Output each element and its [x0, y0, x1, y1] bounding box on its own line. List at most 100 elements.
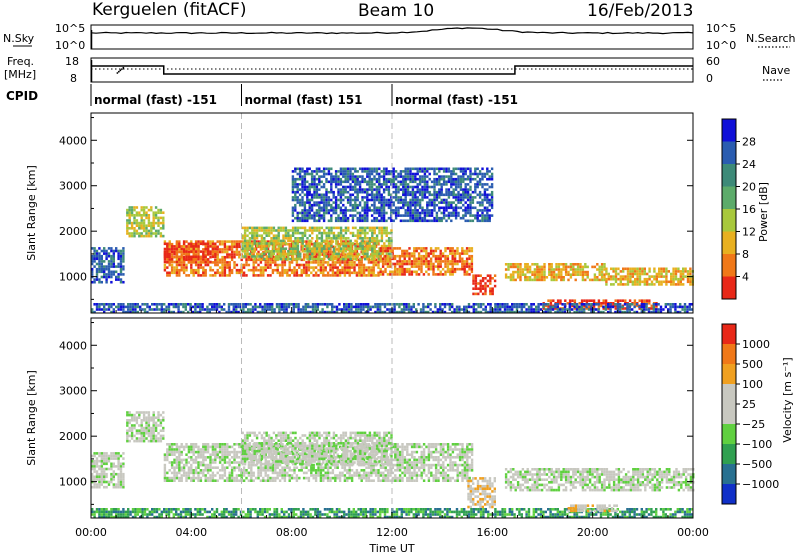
heatmap-cell	[326, 255, 330, 259]
heatmap-cell	[140, 219, 143, 222]
heatmap-cell	[402, 177, 405, 181]
heatmap-cell	[378, 239, 381, 243]
heatmap-cell	[312, 274, 315, 277]
heatmap-cell	[691, 308, 694, 311]
heatmap-cell	[339, 257, 343, 261]
heatmap-cell	[624, 275, 627, 278]
heatmap-cell	[353, 253, 356, 256]
heatmap-cell	[180, 268, 183, 272]
heatmap-cell	[532, 308, 535, 311]
heatmap-cell	[682, 283, 685, 286]
heatmap-cell	[199, 250, 203, 253]
heatmap-cell	[330, 214, 333, 217]
heatmap-cell	[192, 247, 195, 251]
heatmap-cell	[421, 219, 424, 223]
heatmap-cell	[243, 244, 247, 248]
heatmap-cell	[464, 209, 467, 212]
heatmap-cell	[465, 247, 469, 250]
heatmap-cell	[366, 244, 369, 248]
heatmap-cell	[378, 177, 381, 181]
heatmap-cell	[619, 305, 622, 309]
heatmap-cell	[334, 196, 338, 199]
heatmap-cell	[535, 305, 538, 309]
heatmap-cell	[332, 252, 336, 256]
heatmap-cell	[218, 242, 222, 246]
heatmap-cell	[154, 214, 158, 217]
heatmap-cell	[351, 219, 355, 223]
heatmap-cell	[263, 237, 266, 240]
heatmap-cell	[573, 310, 576, 314]
heatmap-cell	[346, 177, 350, 181]
heatmap-cell	[655, 308, 658, 311]
heatmap-cell	[509, 278, 513, 282]
heatmap-cell	[302, 305, 305, 309]
heatmap-cell	[332, 255, 336, 258]
heatmap-cell	[150, 234, 153, 238]
heatmap-cell	[464, 196, 467, 199]
heatmap-cell	[223, 266, 227, 269]
heatmap-cell	[396, 254, 399, 258]
heatmap-cell	[128, 227, 131, 230]
heatmap-cell	[306, 170, 309, 173]
heatmap-cell	[272, 244, 276, 248]
heatmap-cell	[581, 273, 585, 276]
heatmap-cell	[300, 274, 303, 277]
heatmap-cell	[466, 193, 470, 197]
heatmap-cell	[463, 270, 466, 274]
heatmap-cell	[423, 180, 427, 184]
colorbar-tick-label: 8	[742, 248, 749, 261]
heatmap-cell	[471, 206, 475, 210]
heatmap-cell	[658, 275, 661, 278]
heatmap-cell	[474, 284, 478, 288]
heatmap-cell	[354, 239, 357, 243]
heatmap-cell	[491, 290, 494, 293]
heatmap-cell	[226, 248, 229, 251]
heatmap-cell	[366, 209, 369, 212]
heatmap-cell	[488, 201, 491, 204]
heatmap-cell	[674, 267, 678, 271]
heatmap-cell	[414, 216, 417, 220]
heatmap-cell	[152, 227, 155, 230]
heatmap-cell	[404, 185, 407, 189]
heatmap-cell	[351, 226, 355, 230]
heatmap-cell	[209, 260, 212, 264]
heatmap-cell	[459, 193, 463, 197]
heatmap-cell	[159, 232, 163, 235]
heatmap-cell	[270, 255, 273, 258]
heatmap-cell	[367, 308, 370, 311]
heatmap-cell	[655, 272, 658, 276]
heatmap-cell	[285, 303, 288, 306]
heatmap-cell	[122, 257, 125, 261]
heatmap-cell	[511, 308, 514, 311]
heatmap-cell	[192, 252, 195, 256]
heatmap-cell	[416, 196, 419, 199]
heatmap-cell	[310, 240, 313, 243]
heatmap-cell	[429, 249, 433, 253]
heatmap-cell	[182, 266, 186, 269]
heatmap-cell	[361, 229, 364, 232]
heatmap-cell	[117, 254, 120, 258]
heatmap-cell	[435, 180, 439, 184]
heatmap-cell	[150, 434, 153, 438]
heatmap-cell	[614, 303, 617, 306]
heatmap-cell	[447, 216, 451, 220]
heatmap-cell	[296, 211, 299, 215]
heatmap-cell	[636, 277, 639, 281]
heatmap-cell	[356, 177, 359, 181]
heatmap-cell	[575, 308, 579, 311]
heatmap-cell	[138, 416, 141, 419]
heatmap-cell	[159, 216, 163, 220]
heatmap-cell	[483, 196, 487, 199]
heatmap-cell	[265, 226, 268, 230]
heatmap-cell	[315, 167, 319, 171]
heatmap-cell	[237, 305, 240, 309]
heatmap-cell	[150, 227, 153, 230]
heatmap-cell	[270, 237, 273, 240]
heatmap-cell	[373, 201, 376, 204]
heatmap-cell	[447, 193, 451, 197]
heatmap-cell	[313, 196, 316, 199]
heatmap-cell	[336, 266, 339, 269]
heatmap-cell	[433, 170, 436, 173]
heatmap-cell	[245, 255, 248, 259]
heatmap-cell	[493, 274, 497, 277]
